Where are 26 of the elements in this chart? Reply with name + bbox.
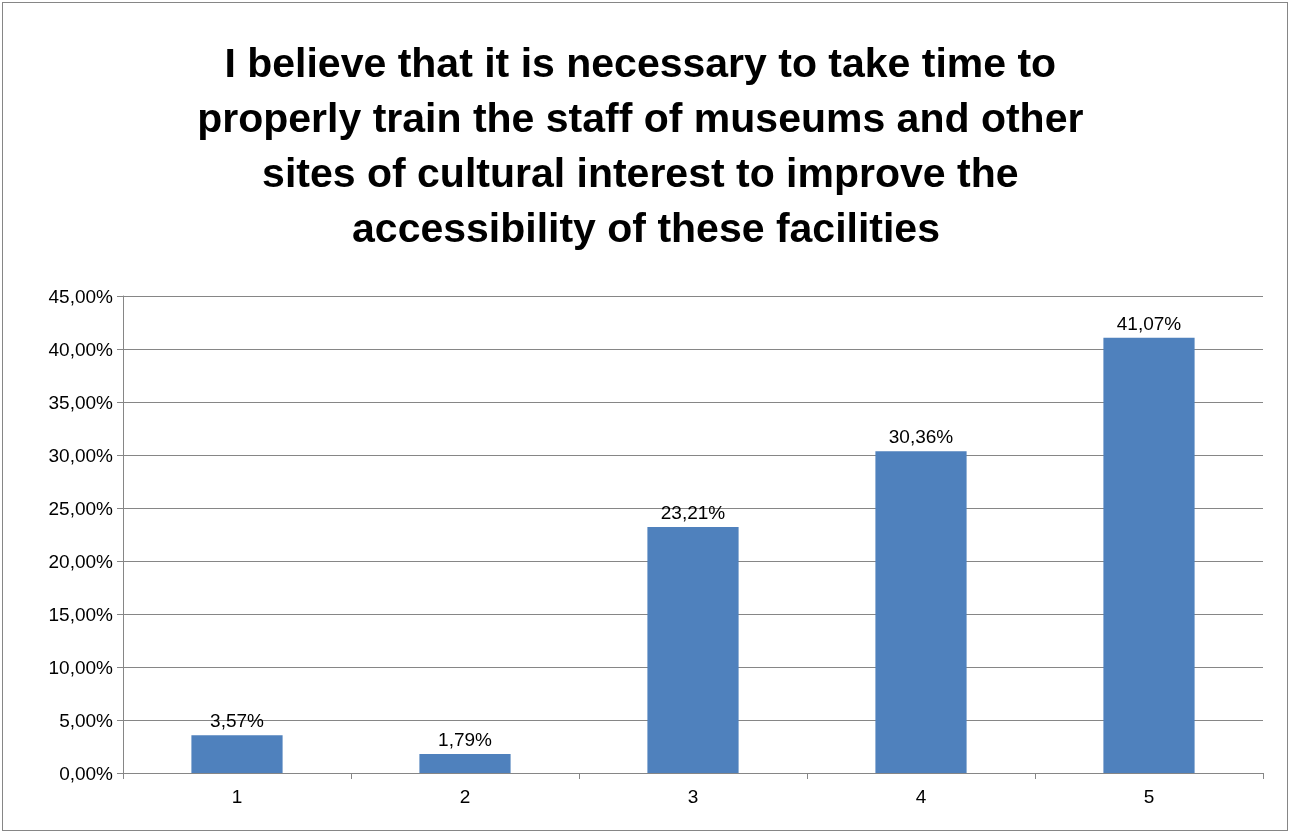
- y-tick-label: 40,00%: [48, 338, 114, 360]
- data-label: 30,36%: [888, 426, 954, 448]
- y-tick-label: 5,00%: [59, 709, 114, 731]
- chart-title: I believe that it is necessary to take time to properly train the staff of museums and other sites of cultural interest to improve the accessibility of these facilities: [197, 39, 1095, 251]
- y-tick-label: 10,00%: [48, 656, 114, 678]
- y-tick-label: 0,00%: [59, 762, 114, 784]
- y-tick-label: 35,00%: [48, 391, 114, 413]
- data-label: 23,21%: [660, 501, 726, 523]
- y-tick-label: 25,00%: [48, 497, 114, 519]
- bar: [647, 526, 739, 773]
- bar: [875, 451, 967, 773]
- bar: [1103, 337, 1195, 773]
- x-tick-label: 1: [231, 786, 243, 807]
- x-tick-label: 2: [459, 786, 471, 807]
- x-tick-label: 5: [1143, 786, 1155, 807]
- y-tick-label: 20,00%: [48, 550, 114, 572]
- y-tick-label: 30,00%: [48, 444, 114, 466]
- data-label: 1,79%: [438, 729, 493, 751]
- bar: [191, 735, 283, 773]
- data-label: 41,07%: [1116, 312, 1182, 334]
- data-label: 3,57%: [210, 710, 265, 732]
- y-tick-label: 15,00%: [48, 603, 114, 625]
- y-tick-label: 45,00%: [48, 285, 114, 307]
- x-tick-label: 4: [915, 786, 927, 807]
- x-tick-label: 3: [687, 786, 699, 807]
- bar: [419, 754, 511, 773]
